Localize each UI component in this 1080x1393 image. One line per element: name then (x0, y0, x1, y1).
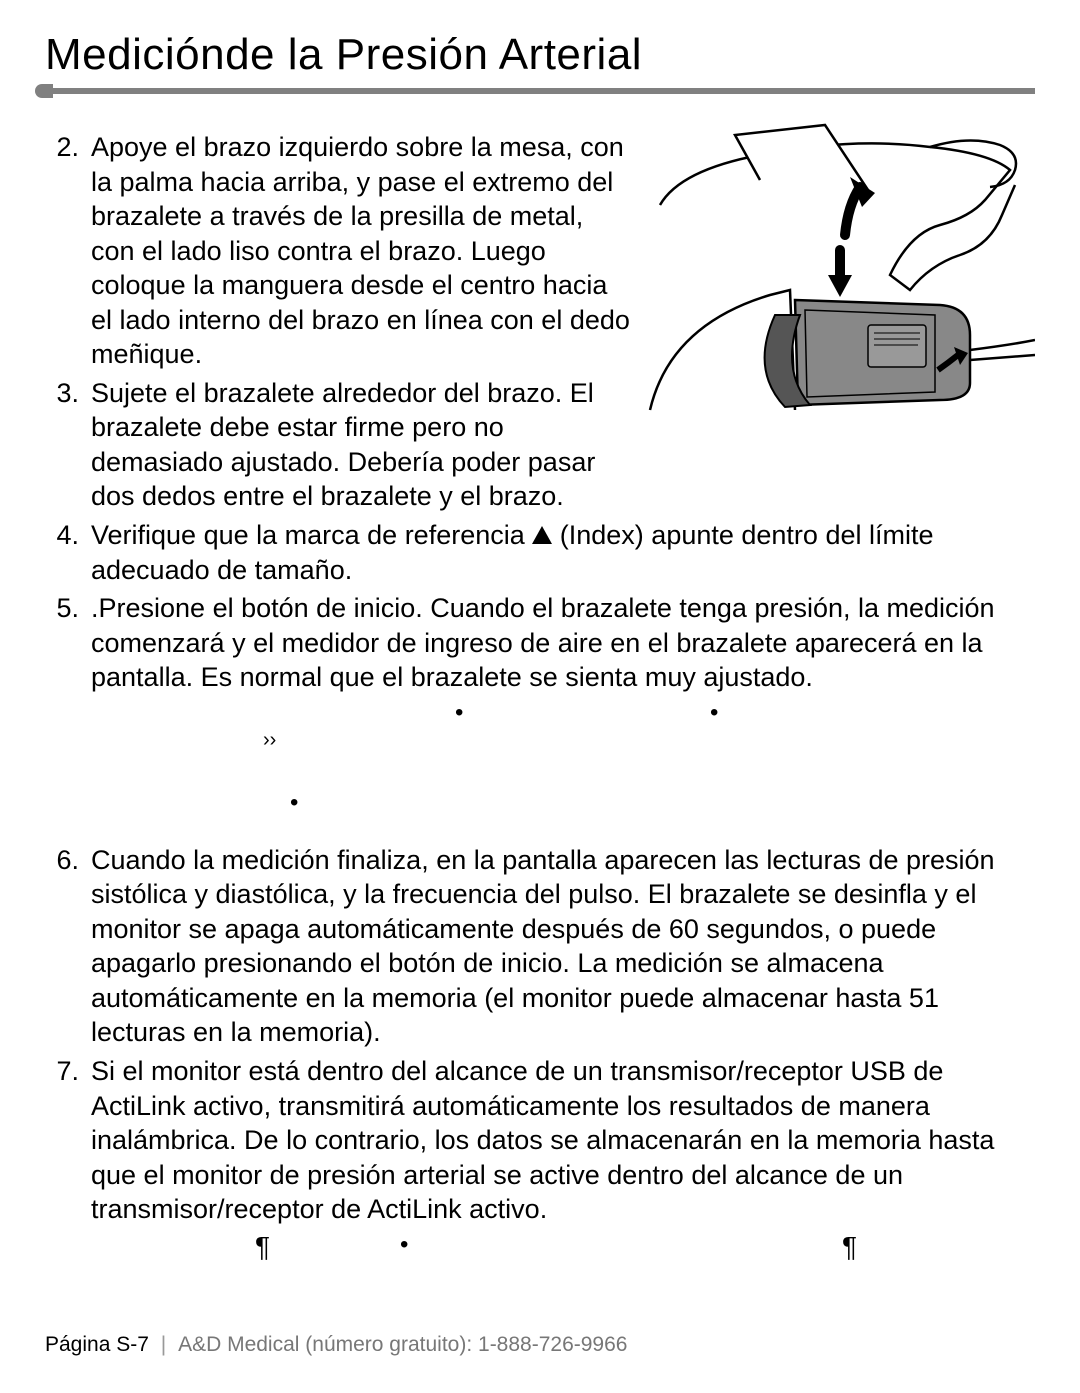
step-text: .Presione el botón de inicio. Cuando el … (91, 591, 1035, 695)
step-number: 3. (45, 376, 91, 514)
step-number: 6. (45, 843, 91, 1050)
pilcrow-icon: ¶ (842, 1231, 857, 1263)
stray-marks-area: • • ›› • (45, 699, 1035, 839)
stray-glyph: • (400, 1231, 408, 1259)
step-number: 7. (45, 1054, 91, 1227)
step-number: 5. (45, 591, 91, 695)
stray-glyph: • (455, 699, 463, 727)
footer-separator: | (161, 1333, 166, 1356)
step-4: 4. Verifique que la marca de referencia … (45, 518, 1035, 587)
stray-glyph: • (290, 789, 298, 817)
footer-page-number: Página S-7 (45, 1333, 149, 1356)
step-number: 4. (45, 518, 91, 587)
title-bullet-icon (35, 84, 53, 98)
stray-marks-bottom: ¶ • ¶ (45, 1231, 1035, 1271)
title-divider (45, 88, 1035, 102)
step-text: Verifique que la marca de referencia (In… (91, 518, 1035, 587)
triangle-icon (532, 526, 552, 544)
page-title: Mediciónde la Presión Arterial (45, 30, 1035, 80)
stray-glyph: ›› (263, 729, 276, 752)
pilcrow-icon: ¶ (255, 1231, 270, 1263)
step-5: 5. .Presione el botón de inicio. Cuando … (45, 591, 1035, 695)
step-6: 6. Cuando la medición finaliza, en la pa… (45, 843, 1035, 1050)
content-area: 2. Apoye el brazo izquierdo sobre la mes… (45, 130, 1035, 1271)
step-text: Sujete el brazalete alrededor del brazo.… (91, 376, 631, 514)
stray-glyph: • (710, 699, 718, 727)
step-text: Cuando la medición finaliza, en la panta… (91, 843, 1035, 1050)
step-7: 7. Si el monitor está dentro del alcance… (45, 1054, 1035, 1227)
page-footer: Página S-7 | A&D Medical (número gratuit… (45, 1333, 627, 1357)
step-text: Apoye el brazo izquierdo sobre la mesa, … (91, 130, 631, 372)
footer-company: A&D Medical (número gratuito): 1-888-726… (178, 1333, 627, 1356)
cuff-illustration (640, 115, 1035, 415)
step-text: Si el monitor está dentro del alcance de… (91, 1054, 1035, 1227)
step-number: 2. (45, 130, 91, 372)
